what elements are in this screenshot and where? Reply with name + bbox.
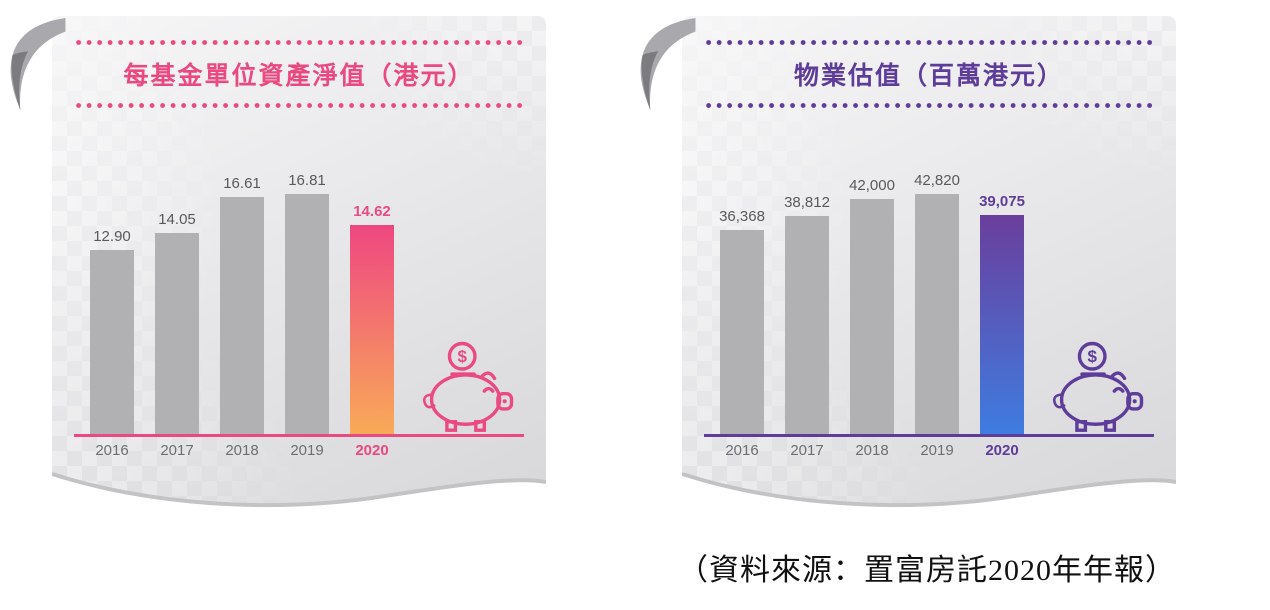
bar-chart-valuation: 36,368 2016 38,812 2017 42,000 2018 42,820 2019… bbox=[719, 172, 1025, 460]
bar-value-label: 12.90 bbox=[93, 228, 131, 245]
dotted-divider-bottom bbox=[76, 103, 522, 108]
nav-per-unit-chart-card: 每基金單位資產淨值（港元） 12.90 2016 14.05 2017 16.61 201… bbox=[10, 16, 546, 520]
bar-2016 bbox=[720, 230, 764, 434]
bar-value-label: 16.81 bbox=[288, 172, 326, 189]
bar-2020 bbox=[350, 225, 394, 434]
bar-2017 bbox=[155, 233, 199, 434]
bar-value-label: 14.05 bbox=[158, 211, 196, 228]
bar-column-2019: 16.81 2019 bbox=[285, 172, 329, 460]
x-axis-label: 2019 bbox=[290, 442, 324, 459]
bar-2017 bbox=[785, 216, 829, 434]
piggy-bank-coin-icon: $ bbox=[422, 341, 514, 432]
bar-column-2018: 42,000 2018 bbox=[849, 177, 895, 460]
bar-2019 bbox=[285, 194, 329, 434]
chart-title: 每基金單位資產淨值（港元） bbox=[123, 62, 475, 90]
bar-2016 bbox=[90, 250, 134, 434]
x-axis-line bbox=[704, 434, 1154, 437]
bar-column-2016: 12.90 2016 bbox=[90, 228, 134, 460]
chart-header: 每基金單位資產淨值（港元） bbox=[52, 16, 546, 108]
x-axis-label: 2018 bbox=[855, 442, 889, 459]
x-axis-label: 2017 bbox=[790, 442, 824, 459]
bar-column-2017: 38,812 2017 bbox=[784, 194, 830, 460]
bar-value-label: 38,812 bbox=[784, 194, 830, 211]
x-axis-label: 2019 bbox=[920, 442, 954, 459]
x-axis-label: 2017 bbox=[160, 442, 194, 459]
property-valuation-chart-card: 物業估值（百萬港元） 36,368 2016 38,812 2017 42,000 201… bbox=[640, 16, 1176, 520]
chart-header: 物業估值（百萬港元） bbox=[682, 16, 1176, 108]
bar-2019 bbox=[915, 194, 959, 434]
dotted-divider-bottom bbox=[706, 103, 1152, 108]
scroll-curl-top-left bbox=[640, 17, 696, 111]
piggy-bank-coin-icon: $ bbox=[1052, 341, 1144, 432]
bar-value-label: 39,075 bbox=[979, 193, 1025, 210]
bar-column-2017: 14.05 2017 bbox=[155, 211, 199, 460]
svg-text:$: $ bbox=[1087, 347, 1097, 366]
x-axis-label: 2016 bbox=[95, 442, 129, 459]
bar-value-label: 16.61 bbox=[223, 175, 261, 192]
x-axis-label: 2018 bbox=[225, 442, 259, 459]
bar-column-2019: 42,820 2019 bbox=[914, 172, 960, 460]
bottom-page-curl bbox=[682, 472, 1176, 520]
bar-column-2020: 14.62 2020 bbox=[350, 203, 394, 460]
chart-title: 物業估值（百萬港元） bbox=[793, 62, 1064, 90]
scroll-curl-top-left bbox=[10, 17, 66, 111]
bar-value-label: 42,000 bbox=[849, 177, 895, 194]
dotted-divider-top bbox=[706, 40, 1152, 45]
bar-column-2016: 36,368 2016 bbox=[719, 208, 765, 460]
x-axis-label: 2020 bbox=[985, 442, 1019, 459]
bar-2018 bbox=[850, 199, 894, 434]
bar-2020 bbox=[980, 215, 1024, 434]
x-axis-line bbox=[74, 434, 524, 437]
x-axis-label: 2016 bbox=[725, 442, 759, 459]
bar-value-label: 36,368 bbox=[719, 208, 765, 225]
x-axis-label: 2020 bbox=[355, 442, 389, 459]
bar-column-2020: 39,075 2020 bbox=[979, 193, 1025, 460]
source-note: （資料來源：置富房託2020年年報） bbox=[678, 554, 1176, 587]
bar-2018 bbox=[220, 197, 264, 434]
bar-value-label: 42,820 bbox=[914, 172, 960, 189]
bar-chart-nav: 12.90 2016 14.05 2017 16.61 2018 16.81 2019 14.6… bbox=[90, 172, 394, 460]
bottom-page-curl bbox=[52, 472, 546, 520]
svg-text:$: $ bbox=[457, 347, 467, 366]
bar-value-label: 14.62 bbox=[353, 203, 391, 220]
dotted-divider-top bbox=[76, 40, 522, 45]
bar-column-2018: 16.61 2018 bbox=[220, 175, 264, 460]
